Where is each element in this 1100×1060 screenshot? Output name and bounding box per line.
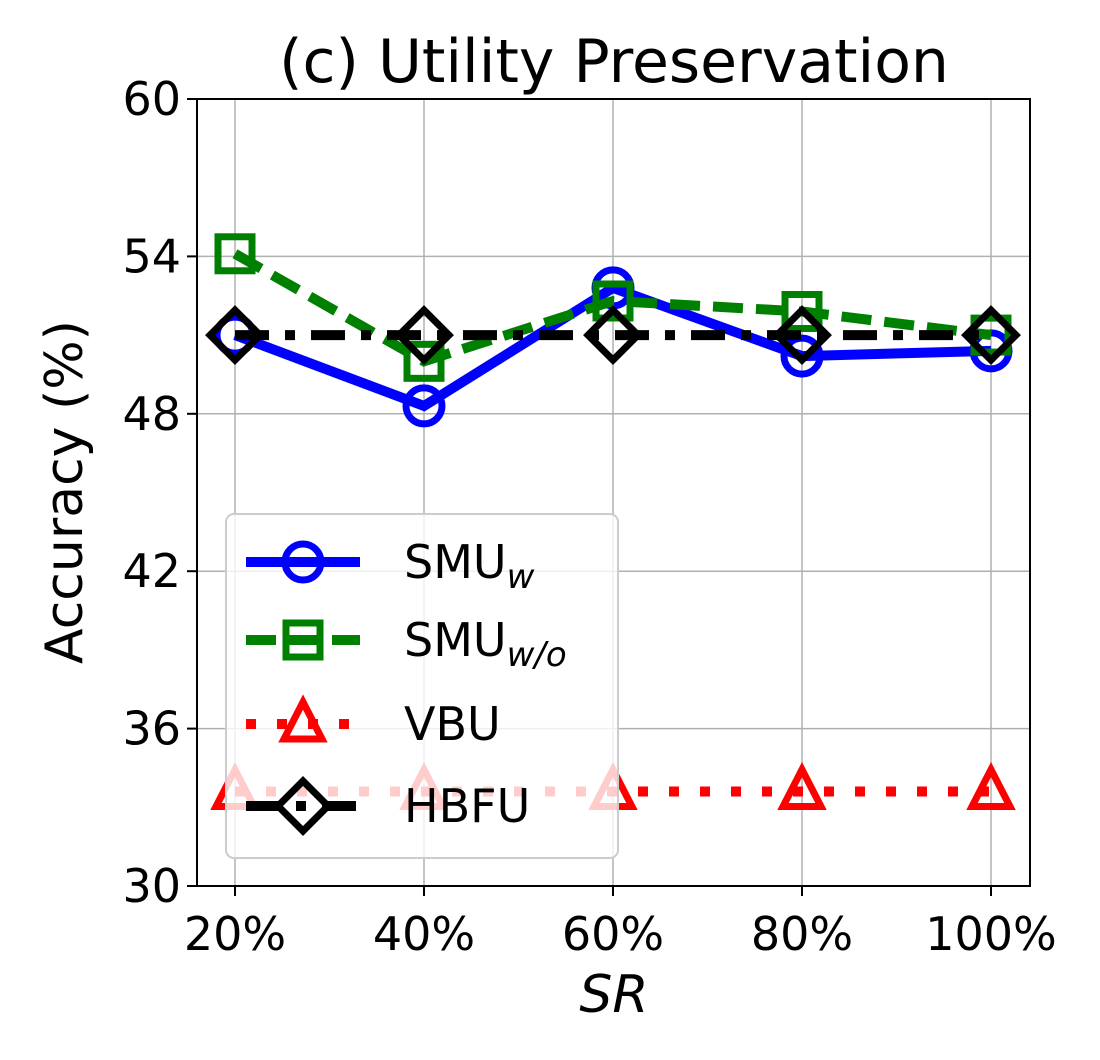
y-tick-label: 30 [122,859,181,913]
circle-marker [281,540,325,584]
x-tick-label: 40% [373,907,475,961]
circle-marker [402,384,446,428]
series-smu-wo [214,233,1012,382]
legend-entry: HBFU [246,776,530,836]
diamond-marker [772,305,832,366]
diamond-marker [394,305,454,366]
x-tick-label: 20% [184,907,286,961]
square-marker [781,290,823,332]
legend-box [225,513,619,859]
y-tick-label: 54 [122,229,181,283]
x-axis-label: SR [579,965,648,1025]
y-tick-label: 36 [122,702,181,756]
y-tick-label: 48 [122,387,181,441]
legend-label: HBFU [404,779,530,833]
axis-ticks: 20% 40% 60% 80% 100% 30 36 42 48 54 60 [122,72,1056,961]
x-tick-label: 100% [925,907,1057,961]
series-line [233,282,992,412]
square-marker [592,280,634,322]
square-marker [282,619,324,661]
legend-label: VBU [404,697,501,751]
y-tick-label: 60 [122,72,181,126]
x-tick-label: 60% [562,907,664,961]
chart-title: (c) Utility Preservation [279,27,949,97]
diamond-marker [583,305,643,366]
diamond-marker [273,776,333,836]
legend-entry: VBU [246,694,501,751]
diamond-marker [205,305,265,366]
diamond-marker [961,305,1021,366]
y-tick-label: 42 [122,544,181,598]
square-marker [403,340,445,382]
y-axis-label: Accuracy (%) [35,320,95,664]
triangle-marker [966,761,1016,811]
triangle-marker [777,761,827,811]
series-line [232,249,992,367]
series-hbfu [205,305,1021,366]
x-tick-label: 80% [751,907,853,961]
triangle-marker [278,694,328,743]
square-marker [214,233,256,275]
circle-marker [780,334,824,378]
